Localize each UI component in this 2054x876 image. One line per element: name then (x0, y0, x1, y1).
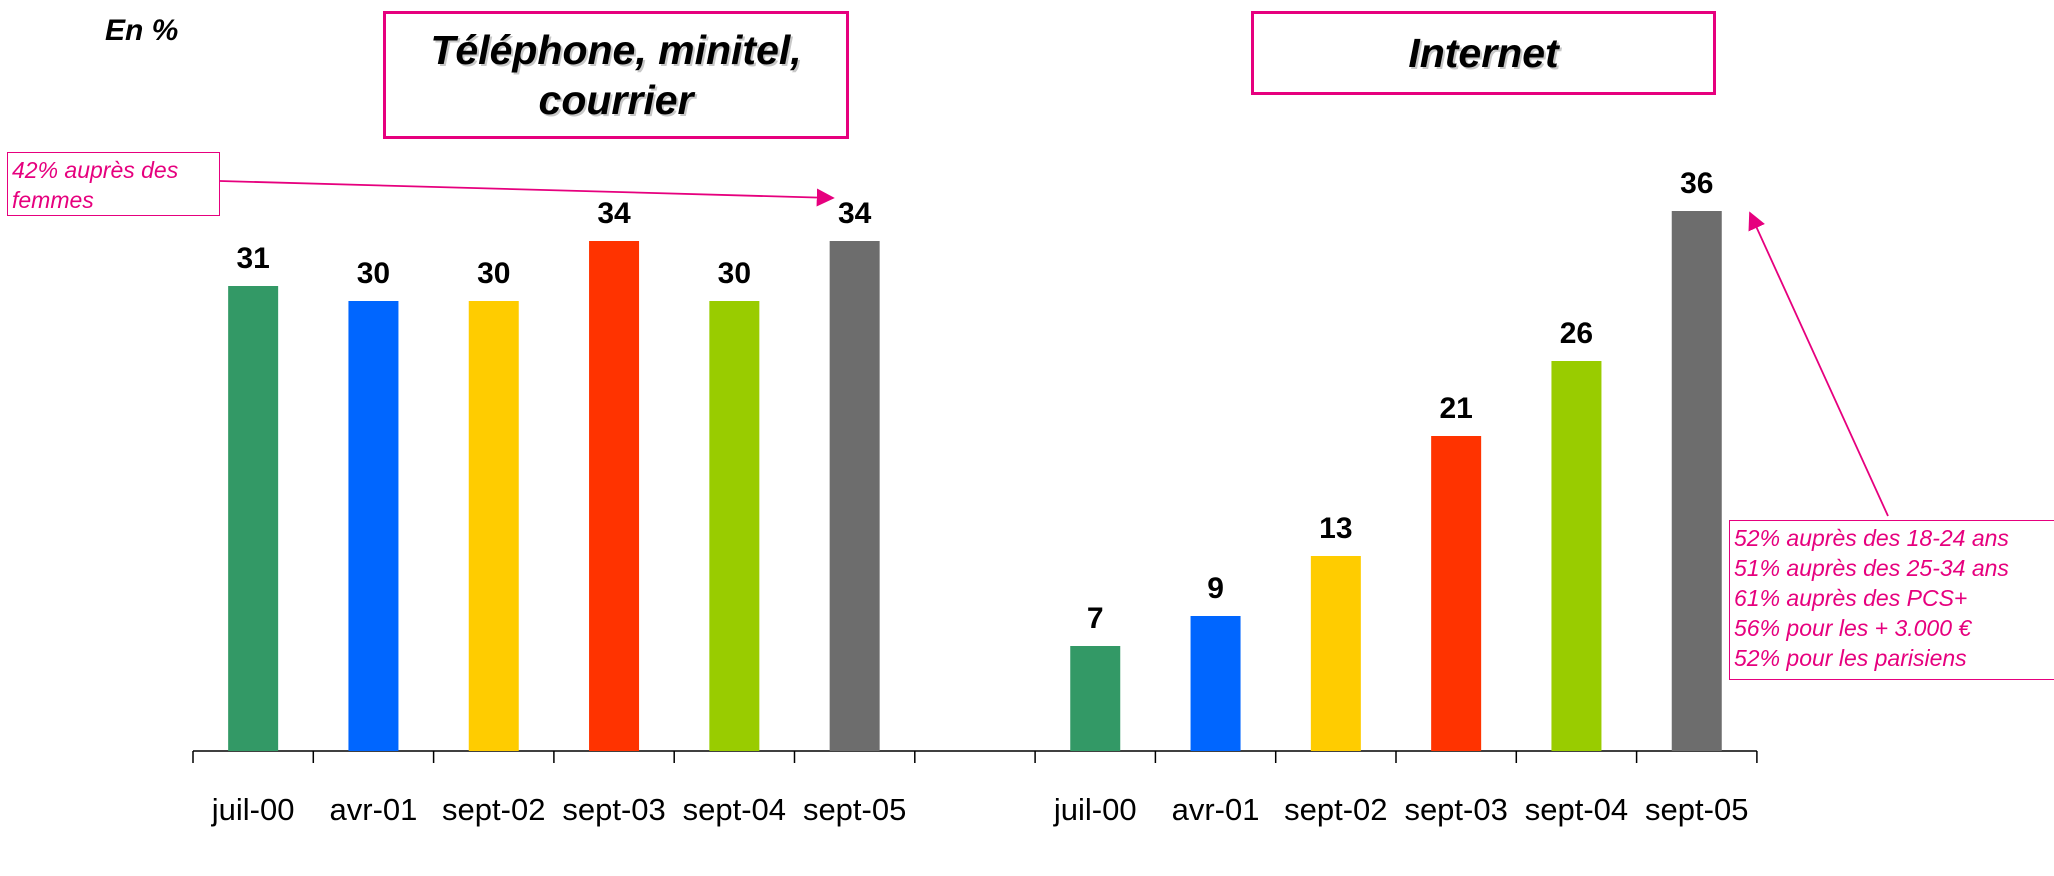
x-tick-label: sept-02 (442, 792, 545, 827)
x-tick-label: sept-05 (1645, 792, 1748, 827)
data-label: 36 (1680, 167, 1713, 200)
data-label: 13 (1319, 512, 1352, 545)
annotation-arrow-internet (1748, 211, 1889, 517)
x-tick-label: sept-05 (803, 792, 906, 827)
data-label: 21 (1439, 392, 1472, 425)
data-label: 30 (357, 257, 390, 290)
bar-telephone-sept-05 (829, 241, 880, 751)
annotation-internet-line-5: 52% pour les parisiens (1734, 645, 1967, 671)
x-tick-label: juil-00 (211, 792, 295, 827)
annotation-women-box: 42% auprès des femmes (7, 152, 220, 216)
data-label: 26 (1560, 317, 1593, 350)
annotation-internet-box: 52% auprès des 18-24 ans 51% auprès des … (1729, 520, 2054, 680)
bar-internet-avr-01 (1190, 616, 1241, 751)
bar-internet-sept-03 (1431, 436, 1482, 751)
bar-telephone-avr-01 (348, 301, 399, 751)
bar-internet-sept-05 (1671, 211, 1722, 751)
bar-internet-juil-00 (1070, 646, 1121, 751)
x-tick-label: sept-04 (683, 792, 786, 827)
x-tick-label: sept-02 (1284, 792, 1387, 827)
bar-telephone-sept-04 (709, 301, 760, 751)
bar-telephone-sept-02 (468, 301, 519, 751)
annotation-internet-line-1: 52% auprès des 18-24 ans (1734, 525, 2009, 551)
data-label: 7 (1087, 602, 1104, 635)
panel-title-telephone: Téléphone, minitel, courrier (383, 11, 849, 139)
bar-telephone-juil-00 (228, 286, 279, 751)
panel-title-internet: Internet (1251, 11, 1716, 95)
annotation-arrow-women (219, 180, 835, 207)
annotation-women-line-2: femmes (12, 187, 94, 213)
x-tick-label: sept-04 (1525, 792, 1628, 827)
x-tick-label: sept-03 (1404, 792, 1507, 827)
data-label: 34 (838, 197, 872, 230)
annotation-internet-line-2: 51% auprès des 25-34 ans (1734, 555, 2009, 581)
annotation-women-line-1: 42% auprès des (12, 157, 179, 183)
bar-internet-sept-04 (1551, 361, 1602, 751)
x-tick-label: avr-01 (1172, 792, 1260, 827)
bar-internet-sept-02 (1310, 556, 1361, 751)
bar-telephone-sept-03 (589, 241, 640, 751)
data-label: 34 (597, 197, 631, 230)
annotation-internet-line-3: 61% auprès des PCS+ (1734, 585, 1968, 611)
data-label: 31 (236, 242, 269, 275)
data-label: 30 (477, 257, 510, 290)
x-tick-label: juil-00 (1053, 792, 1137, 827)
annotation-internet-line-4: 56% pour les + 3.000 € (1734, 615, 1972, 641)
data-label: 9 (1207, 572, 1224, 605)
x-tick-label: avr-01 (330, 792, 418, 827)
data-label: 30 (718, 257, 751, 290)
x-tick-label: sept-03 (562, 792, 665, 827)
unit-label: En % (105, 14, 179, 47)
